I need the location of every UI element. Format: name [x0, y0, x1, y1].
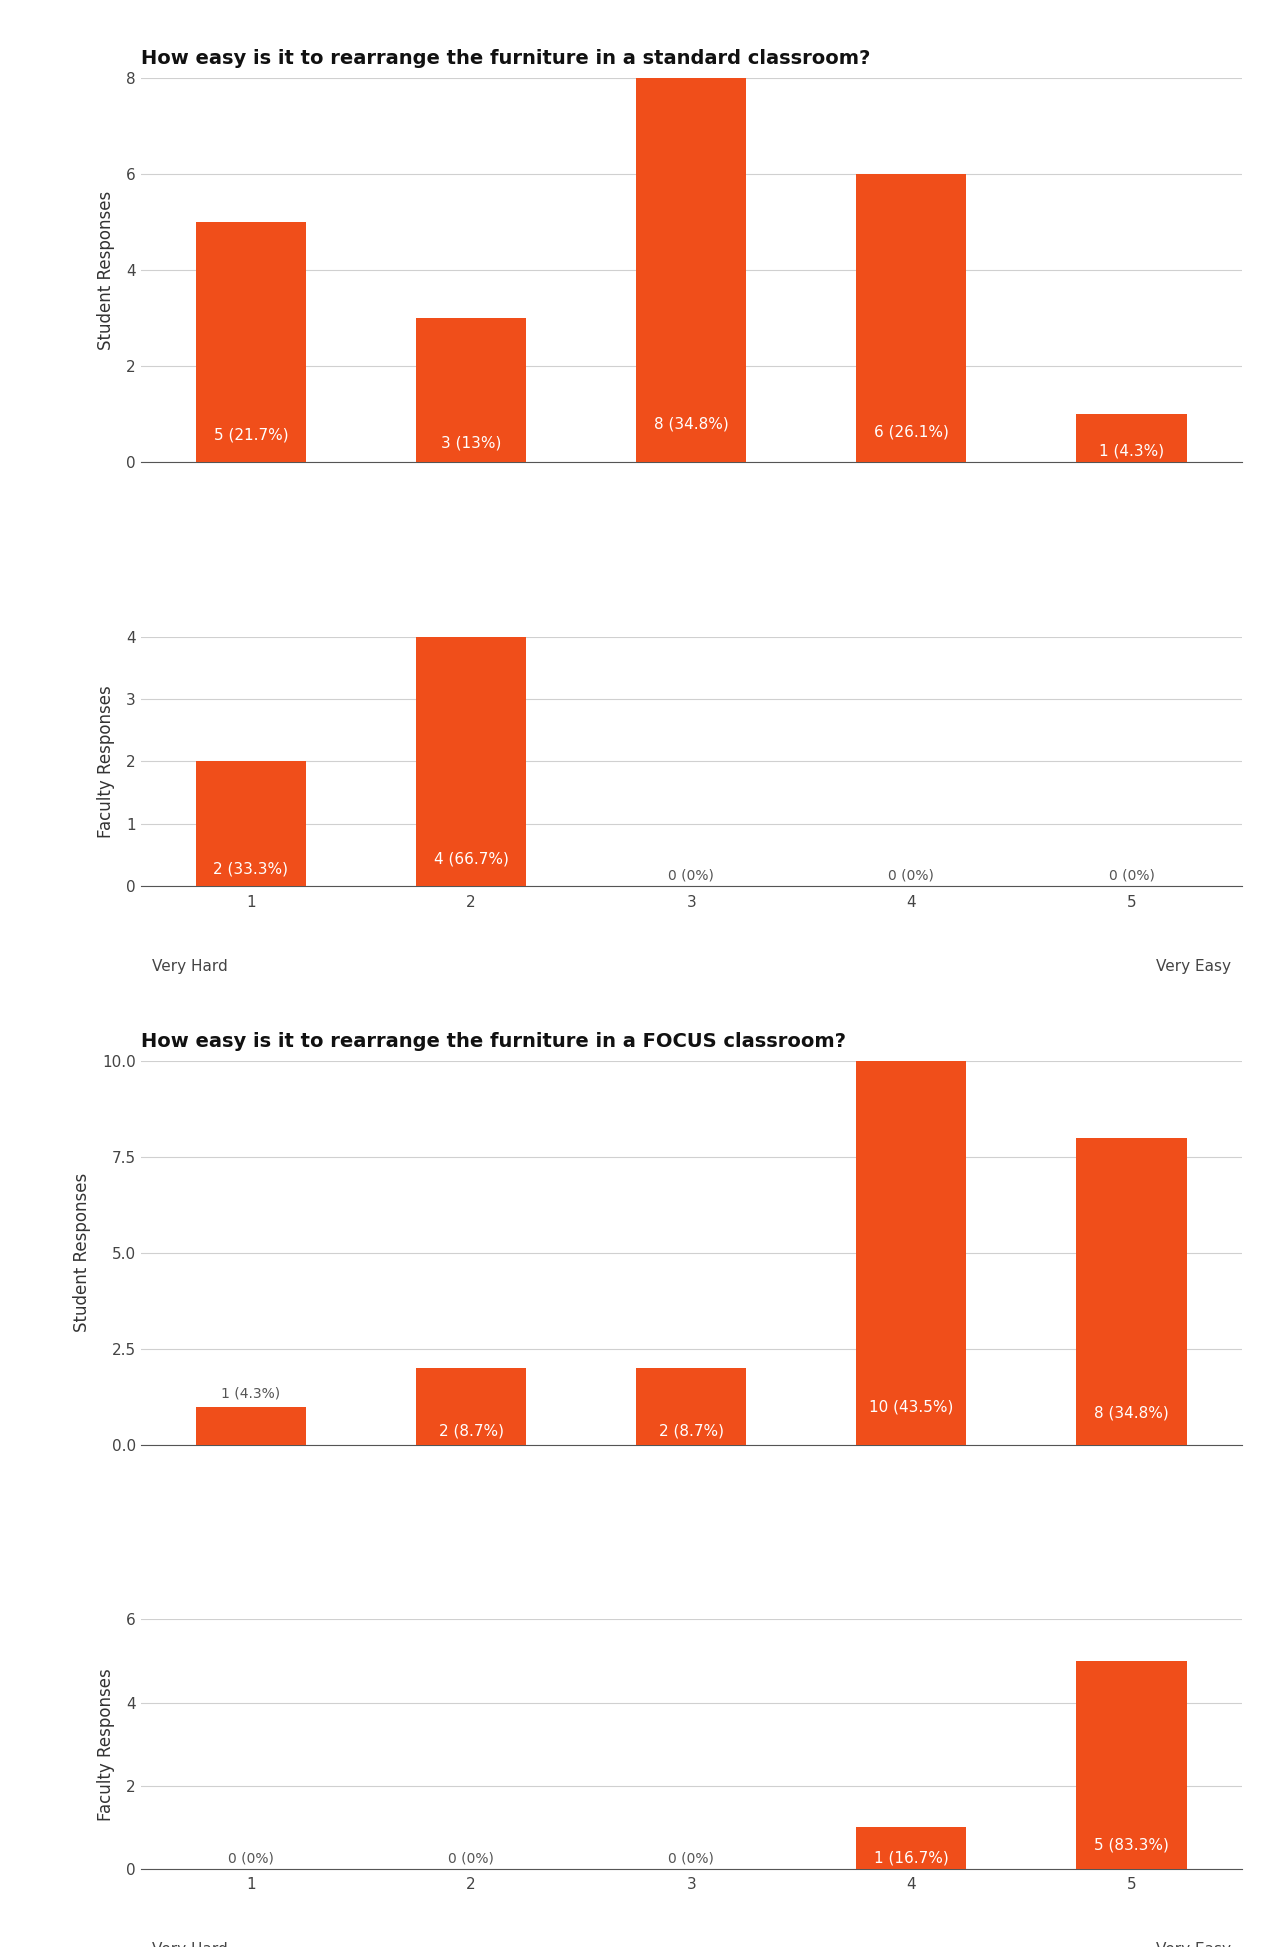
Bar: [1076, 415, 1187, 461]
Y-axis label: Student Responses: Student Responses: [97, 191, 115, 350]
Text: 0 (0%): 0 (0%): [668, 1852, 714, 1865]
Bar: [416, 637, 526, 886]
Text: How easy is it to rearrange the furniture in a FOCUS classroom?: How easy is it to rearrange the furnitur…: [141, 1032, 846, 1051]
Text: Very Hard: Very Hard: [152, 958, 228, 974]
Text: 0 (0%): 0 (0%): [1108, 868, 1155, 882]
Bar: [856, 1828, 966, 1869]
Bar: [196, 1406, 306, 1445]
Text: 8 (34.8%): 8 (34.8%): [1094, 1406, 1169, 1421]
Text: How easy is it to rearrange the furniture in a standard classroom?: How easy is it to rearrange the furnitur…: [141, 49, 870, 68]
Text: 10 (43.5%): 10 (43.5%): [869, 1400, 954, 1414]
Bar: [1076, 1137, 1187, 1445]
Y-axis label: Faculty Responses: Faculty Responses: [97, 1669, 115, 1820]
Text: 3 (13%): 3 (13%): [440, 436, 502, 450]
Text: 1 (4.3%): 1 (4.3%): [221, 1386, 280, 1400]
Y-axis label: Faculty Responses: Faculty Responses: [97, 685, 115, 837]
Text: Very Easy: Very Easy: [1156, 958, 1230, 974]
Bar: [416, 317, 526, 461]
Text: 1 (4.3%): 1 (4.3%): [1100, 444, 1164, 458]
Text: 4 (66.7%): 4 (66.7%): [434, 851, 508, 866]
Bar: [856, 1061, 966, 1445]
Text: 8 (34.8%): 8 (34.8%): [654, 417, 728, 432]
Text: Very Easy: Very Easy: [1156, 1941, 1230, 1947]
Text: 5 (83.3%): 5 (83.3%): [1094, 1838, 1169, 1852]
Text: 0 (0%): 0 (0%): [888, 868, 934, 882]
Text: 0 (0%): 0 (0%): [668, 868, 714, 882]
Text: 1 (16.7%): 1 (16.7%): [874, 1852, 948, 1865]
Bar: [196, 222, 306, 461]
Text: 0 (0%): 0 (0%): [448, 1852, 494, 1865]
Bar: [636, 78, 746, 461]
Bar: [1076, 1661, 1187, 1869]
Text: 5 (21.7%): 5 (21.7%): [214, 428, 288, 444]
Bar: [856, 173, 966, 461]
Y-axis label: Student Responses: Student Responses: [73, 1174, 91, 1332]
Text: 2 (33.3%): 2 (33.3%): [214, 861, 288, 876]
Bar: [636, 1369, 746, 1445]
Bar: [196, 761, 306, 886]
Text: 2 (8.7%): 2 (8.7%): [439, 1423, 503, 1439]
Text: 0 (0%): 0 (0%): [228, 1852, 274, 1865]
Bar: [416, 1369, 526, 1445]
Text: 6 (26.1%): 6 (26.1%): [874, 424, 948, 440]
Text: 2 (8.7%): 2 (8.7%): [659, 1423, 723, 1439]
Text: Very Hard: Very Hard: [152, 1941, 228, 1947]
